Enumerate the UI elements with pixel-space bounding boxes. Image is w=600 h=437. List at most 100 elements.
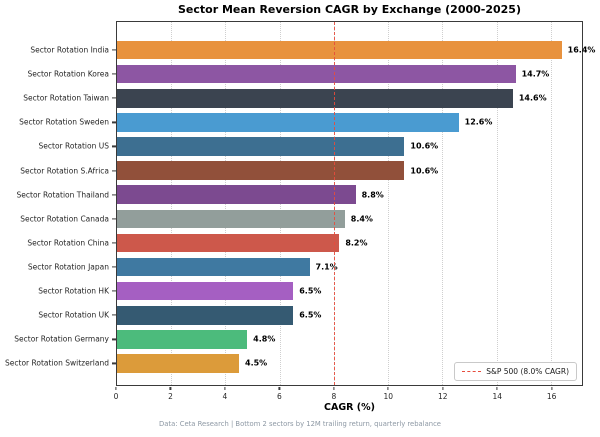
- x-tick-mark: [496, 386, 498, 390]
- gridline-x-10: [388, 22, 390, 385]
- value-label: 4.5%: [245, 358, 268, 368]
- bar-row: Sector Rotation Korea 14.7%: [27, 62, 582, 86]
- bar: [117, 185, 356, 204]
- value-label: 7.1%: [315, 262, 338, 272]
- y-tick-mark: [111, 218, 116, 220]
- y-tick-mark: [111, 314, 116, 316]
- value-label: 10.6%: [410, 166, 439, 176]
- bar-row: Sector Rotation Sweden 12.6%: [19, 110, 582, 134]
- bar-row: Sector Rotation Germany 4.8%: [14, 327, 582, 351]
- bar-row: Sector Rotation India 16.4%: [30, 38, 595, 62]
- y-tick-mark: [111, 170, 116, 172]
- x-axis-label: CAGR (%): [324, 402, 375, 413]
- x-tick-label: 8: [331, 391, 337, 401]
- bar-row: Sector Rotation Japan 7.1%: [28, 255, 582, 279]
- y-tick-mark: [111, 145, 116, 148]
- y-tick-mark: [111, 121, 116, 123]
- x-tick-mark: [442, 386, 444, 390]
- value-label: 6.5%: [299, 286, 322, 296]
- x-tick-label: 2: [168, 391, 173, 401]
- category-label: Sector Rotation US: [38, 141, 110, 151]
- value-label: 8.2%: [345, 238, 368, 248]
- x-tick-label: 12: [437, 391, 448, 401]
- value-label: 12.6%: [464, 117, 493, 127]
- y-tick-mark: [111, 290, 116, 292]
- y-tick-mark: [111, 362, 116, 365]
- x-tick-label: 0: [113, 391, 119, 401]
- gridline-x-14: [496, 22, 498, 385]
- gridline-x-12: [442, 22, 444, 385]
- bar-row: Sector Rotation US 10.6%: [39, 134, 582, 158]
- value-label: 6.5%: [299, 310, 322, 320]
- category-label: Sector Rotation HK: [38, 286, 109, 296]
- bar-row: Sector Rotation Canada 8.4%: [20, 207, 582, 231]
- bar: [117, 209, 345, 229]
- x-axis: 0 2 4 6 8 10 12 14 16: [113, 386, 583, 403]
- x-tick-mark: [278, 386, 280, 390]
- value-label: 14.7%: [521, 69, 550, 79]
- legend-label: S&P 500 (8.0% CAGR): [486, 367, 569, 376]
- category-label: Sector Rotation Thailand: [16, 190, 109, 200]
- legend: S&P 500 (8.0% CAGR): [454, 362, 577, 381]
- footer-caption: Data: Ceta Research | Bottom 2 sectors b…: [159, 420, 441, 428]
- x-tick-label: 14: [492, 391, 502, 401]
- category-label: Sector Rotation Sweden: [19, 117, 109, 127]
- value-label: 10.6%: [410, 141, 439, 151]
- legend-dashed-line-icon: [462, 371, 482, 372]
- category-label: Sector Rotation Korea: [27, 69, 109, 79]
- bar-row: Sector Rotation China 8.2%: [27, 231, 582, 255]
- bar-row: Sector Rotation Thailand 8.8%: [17, 183, 582, 207]
- category-label: Sector Rotation UK: [38, 310, 109, 320]
- bar: [117, 40, 562, 60]
- category-label: Sector Rotation Canada: [20, 214, 109, 224]
- bar: [117, 64, 516, 84]
- y-tick-mark: [111, 242, 116, 244]
- value-label: 8.4%: [350, 214, 373, 224]
- category-label: Sector Rotation India: [30, 45, 109, 55]
- x-tick-mark: [224, 386, 226, 390]
- bar: [117, 354, 239, 373]
- x-tick-label: 4: [222, 391, 228, 401]
- bar-row: Sector Rotation HK 6.5%: [38, 279, 582, 303]
- category-label: Sector Rotation S.Africa: [20, 166, 109, 176]
- category-label: Sector Rotation Japan: [27, 262, 109, 272]
- y-tick-mark: [111, 73, 116, 75]
- sp500-reference-line: [333, 22, 335, 385]
- category-label: Sector Rotation Switzerland: [5, 358, 109, 368]
- bar-row: Sector Rotation UK 6.5%: [38, 303, 582, 327]
- bars-container: Sector Rotation India 16.4% Sector Rotatio…: [5, 38, 595, 376]
- category-label: Sector Rotation Germany: [14, 334, 109, 344]
- bar: [117, 306, 294, 325]
- x-tick-label: 10: [383, 391, 394, 401]
- bar: [117, 161, 405, 180]
- bar: [117, 137, 405, 156]
- plot-area: Sector Rotation India 16.4% Sector Rotatio…: [5, 21, 595, 386]
- x-tick-mark: [115, 386, 117, 390]
- y-tick-mark: [111, 97, 116, 99]
- category-label: Sector Rotation Taiwan: [23, 93, 109, 103]
- value-label: 4.8%: [253, 334, 276, 344]
- bar: [117, 330, 248, 349]
- x-tick-mark: [387, 386, 389, 390]
- category-label: Sector Rotation China: [27, 238, 109, 248]
- bar: [117, 113, 459, 132]
- bar: [117, 89, 513, 108]
- bar-row: Sector Rotation Taiwan 14.6%: [23, 86, 582, 110]
- bar: [117, 233, 340, 253]
- y-tick-mark: [111, 49, 116, 51]
- value-label: 14.6%: [518, 93, 547, 103]
- chart-title: Sector Mean Reversion CAGR by Exchange (…: [177, 3, 521, 16]
- x-tick-label: 6: [276, 391, 282, 401]
- x-tick-mark: [333, 386, 335, 390]
- y-tick-mark: [111, 194, 116, 196]
- bar: [117, 257, 310, 277]
- bar-row: Sector Rotation Switzerland 4.5%: [5, 351, 582, 375]
- value-label: 8.8%: [361, 190, 384, 200]
- x-tick-label: 16: [546, 391, 557, 401]
- bar-row: Sector Rotation S.Africa 10.6%: [20, 159, 582, 183]
- value-label: 16.4%: [567, 45, 596, 55]
- y-tick-mark: [111, 338, 116, 340]
- gridline-x-16: [550, 22, 552, 385]
- bar: [117, 281, 294, 301]
